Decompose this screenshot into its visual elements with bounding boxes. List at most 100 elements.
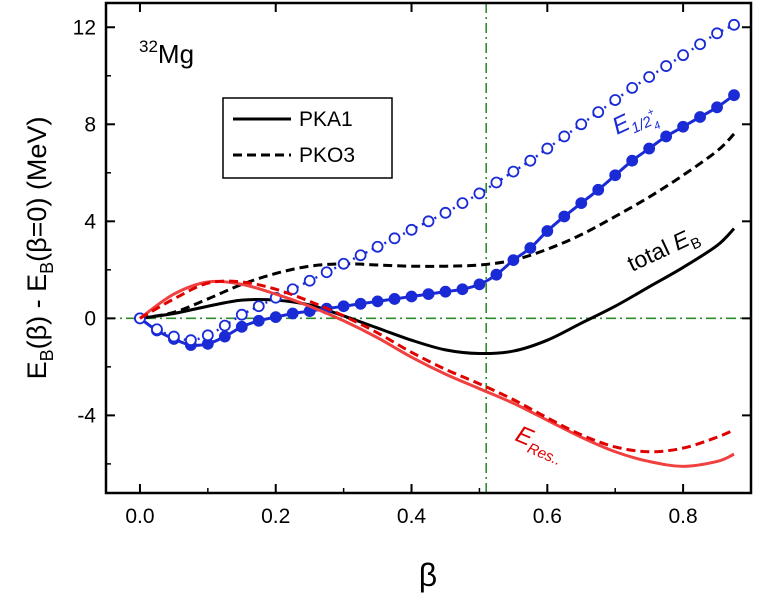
data-point <box>371 295 384 308</box>
data-point <box>252 314 265 327</box>
data-point <box>151 323 163 336</box>
y-tick-label: 8 <box>84 113 96 136</box>
nucleus-mass: 32 <box>139 37 158 56</box>
data-point <box>694 111 706 123</box>
data-point <box>252 300 265 313</box>
data-point <box>541 142 554 155</box>
data-point <box>626 82 639 94</box>
y-tick-label: 12 <box>73 16 96 39</box>
annotation-total-eb: total EB <box>623 221 704 281</box>
data-point <box>558 210 571 223</box>
y-title-part-1: E <box>22 361 52 379</box>
data-point <box>337 257 350 270</box>
series-line <box>139 279 735 454</box>
data-point <box>456 197 469 210</box>
data-point <box>524 242 537 254</box>
reference-lines <box>106 3 751 493</box>
x-tick-label: 0.0 <box>125 505 154 528</box>
data-point <box>218 330 231 343</box>
legend-label-pko3: PKO3 <box>299 144 355 167</box>
data-point <box>388 232 401 245</box>
data-point <box>711 27 723 40</box>
series-4 <box>139 279 735 468</box>
legend: PKA1 PKO3 <box>222 97 393 179</box>
nucleus-label: 32Mg <box>139 37 194 69</box>
data-point <box>643 71 656 83</box>
y-title-sub-1: B <box>37 349 57 361</box>
data-point <box>167 330 180 343</box>
data-point <box>490 176 503 189</box>
x-axis-title: β <box>419 557 437 593</box>
y-title-part-3: (β=0) (MeV) <box>22 117 52 262</box>
data-point <box>490 268 503 281</box>
series-5 <box>139 279 735 454</box>
data-point <box>558 130 571 143</box>
series-line <box>139 279 735 468</box>
data-point <box>422 215 435 228</box>
data-point <box>592 183 605 196</box>
data-point <box>575 197 588 210</box>
data-point <box>507 254 520 267</box>
data-point <box>660 130 673 143</box>
axes: 0.0 0.2 0.4 0.6 0.8 -4 0 4 8 12 <box>73 3 752 528</box>
annotation-total-sub: B <box>688 234 704 254</box>
data-point <box>422 288 435 300</box>
data-point <box>388 293 401 305</box>
data-point <box>320 266 333 279</box>
annotation-sp-sup: + <box>645 106 656 120</box>
data-point <box>286 283 299 296</box>
nucleus-symbol: Mg <box>158 39 194 69</box>
data-point <box>677 49 690 62</box>
y-title-part-2: (β) - E <box>22 274 52 350</box>
data-point <box>405 223 418 236</box>
data-point <box>541 225 554 237</box>
data-point <box>235 308 248 321</box>
data-point <box>303 274 316 287</box>
series-3 <box>134 18 740 347</box>
y-tick-label: 0 <box>84 307 96 330</box>
data-point <box>507 165 520 178</box>
data-point <box>473 187 486 200</box>
data-point <box>711 101 723 114</box>
data-point <box>728 89 740 102</box>
annotation-res-sub: Res.. <box>525 440 564 469</box>
data-point <box>643 142 656 155</box>
series-line <box>139 132 736 320</box>
x-tick-label: 0.6 <box>533 505 562 528</box>
legend-label-pka1: PKA1 <box>299 108 353 131</box>
data-point <box>575 118 588 131</box>
data-point <box>609 94 622 106</box>
series-line <box>139 227 736 356</box>
data-point <box>728 18 740 31</box>
data-point <box>218 319 231 332</box>
data-point <box>609 169 622 182</box>
legend-box <box>222 97 393 179</box>
data-point <box>405 290 418 303</box>
data-point <box>286 307 299 320</box>
data-point <box>524 154 537 167</box>
series-0 <box>139 227 736 356</box>
data-point <box>354 297 367 310</box>
data-point <box>660 60 673 72</box>
data-point <box>439 206 452 219</box>
series-layer <box>134 18 740 468</box>
y-axis-title: EB(β) - EB(β=0) (MeV) <box>22 117 57 380</box>
x-tick-label: 0.4 <box>397 505 427 528</box>
x-tick-label: 0.8 <box>669 505 698 528</box>
y-title-sub-2: B <box>37 262 57 274</box>
data-point <box>694 38 706 51</box>
data-point <box>269 311 282 324</box>
data-point <box>456 283 469 296</box>
plot-frame <box>104 1 753 495</box>
series-1 <box>139 132 736 320</box>
y-tick-label: 4 <box>84 210 96 233</box>
data-point <box>626 154 639 167</box>
data-point <box>473 278 486 291</box>
data-point <box>371 240 384 253</box>
data-point <box>592 106 605 119</box>
annotation-sp-subsub: 4 <box>652 119 663 132</box>
data-point <box>439 285 452 298</box>
data-point <box>201 329 214 342</box>
x-tick-label: 0.2 <box>261 505 290 528</box>
